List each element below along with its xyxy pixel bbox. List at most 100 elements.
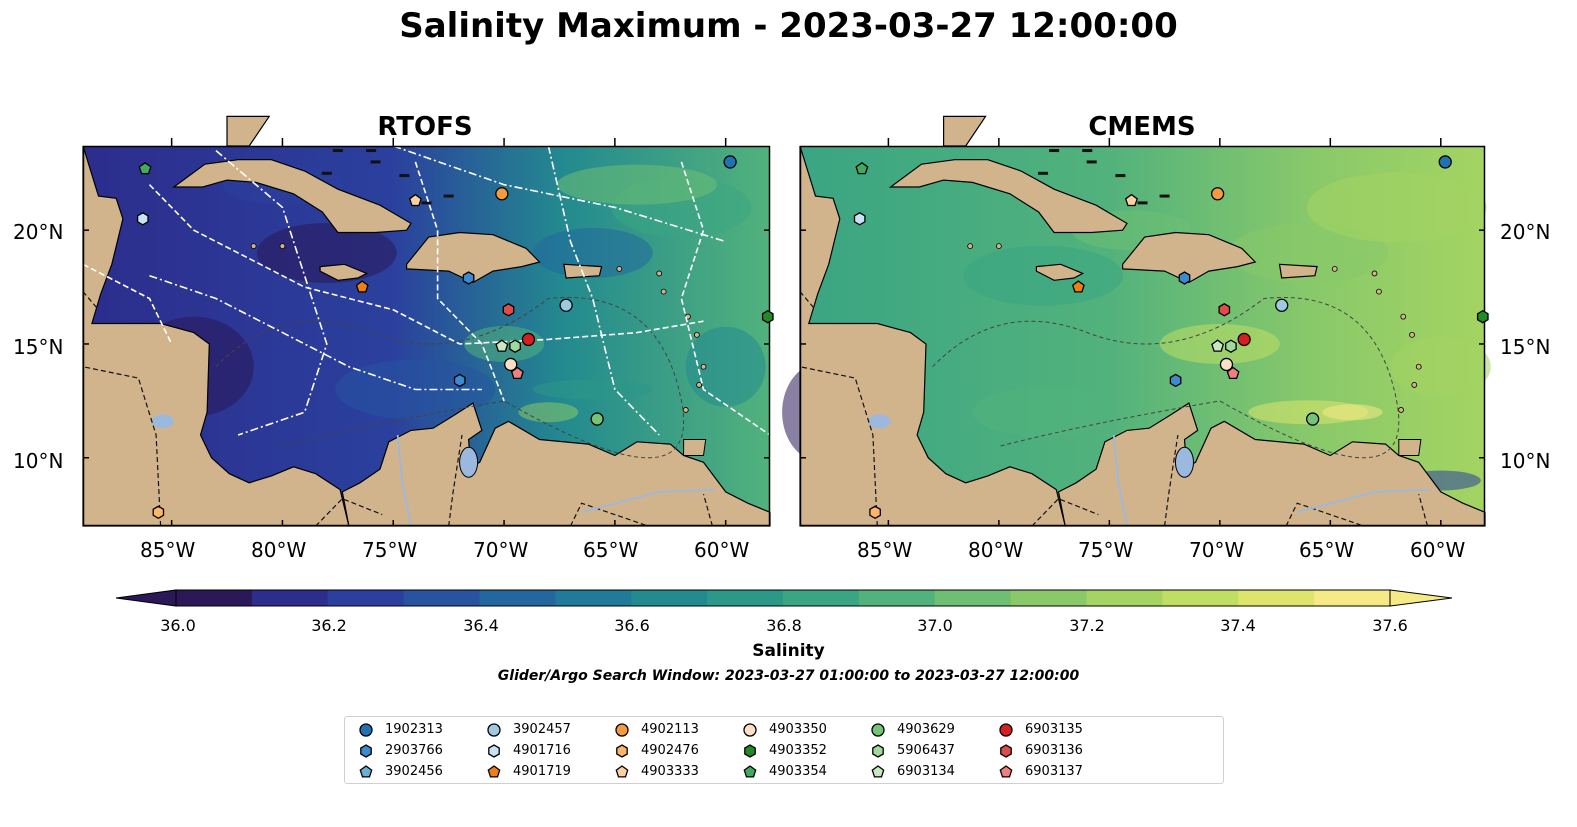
- float-marker-1902313: [1438, 155, 1452, 169]
- central-america-land: [799, 145, 1066, 527]
- country-boundary: [569, 502, 649, 527]
- salinity-feature: [685, 326, 766, 407]
- colorbar-segment: [783, 590, 860, 606]
- rtofs-map: [82, 115, 774, 527]
- float-marker-4903350: [1219, 357, 1234, 372]
- colorbar-segment: [327, 590, 405, 606]
- river: [1296, 488, 1430, 514]
- country-boundary: [702, 493, 713, 527]
- float-marker-4901719: [355, 280, 369, 293]
- bahamas-islands: [1082, 149, 1093, 153]
- island-land: [682, 407, 689, 413]
- legend-marker-icon: [359, 765, 373, 778]
- legend-marker-icon: [871, 765, 885, 778]
- island-land: [995, 243, 1002, 250]
- float-marker-4901719: [1071, 280, 1085, 293]
- legend-marker-4902476: [616, 744, 628, 758]
- colorbar-tick-37-0: 37.0: [917, 616, 953, 635]
- legend-label: 4903354: [769, 764, 827, 779]
- hispaniola-land: [1122, 231, 1257, 284]
- legend-marker-1902313: [359, 723, 373, 737]
- float-marker-4902476: [869, 505, 881, 520]
- island-land: [696, 382, 702, 388]
- lon-label-rtofs-70: 70°W: [473, 538, 529, 562]
- legend-label: 4902113: [641, 722, 699, 737]
- legend-label: 4902476: [641, 743, 699, 758]
- lon-label-rtofs-85: 85°W: [140, 538, 196, 562]
- legend-label: 6903136: [1025, 743, 1083, 758]
- lon-label-rtofs-60: 60°W: [694, 538, 750, 562]
- island-land: [1400, 313, 1407, 320]
- trinidad-land: [683, 439, 707, 456]
- legend-marker-5906437: [872, 744, 884, 758]
- legend-marker-3902456: [359, 765, 373, 778]
- float-marker-4901716: [853, 212, 866, 226]
- float-marker-4902113: [495, 187, 509, 201]
- float-marker-2903766: [1178, 271, 1191, 285]
- depth-contour-1000: [932, 297, 1400, 459]
- legend-marker-icon: [743, 723, 757, 737]
- legend-marker-icon: [1000, 744, 1012, 758]
- bahamas-islands: [399, 174, 410, 178]
- float-marker-4903354: [138, 162, 152, 175]
- legend-label: 6903137: [1025, 764, 1083, 779]
- float-marker-4903354: [855, 161, 869, 175]
- legend-label: 2903766: [385, 743, 443, 758]
- legend-label: 4903352: [769, 743, 827, 758]
- puerto-rico-land: [1278, 263, 1318, 279]
- lon-label-cmems-70: 70°W: [1189, 538, 1245, 562]
- trinidad-land: [1398, 439, 1422, 456]
- bahamas-islands: [443, 194, 454, 198]
- island-land: [1415, 363, 1422, 370]
- colorbar-tick-36-4: 36.4: [463, 616, 499, 635]
- legend-marker-2903766: [360, 744, 372, 758]
- legend-marker-icon: [616, 744, 628, 758]
- bahamas-islands: [366, 149, 377, 153]
- float-marker-2903766b: [453, 373, 466, 388]
- float-legend: 1902313 2903766 3902456 3902457 4901716 49017…: [344, 716, 1224, 784]
- country-boundary: [1031, 497, 1099, 527]
- eez-boundary: [393, 145, 726, 243]
- figure-title: Salinity Maximum - 2023-03-27 12:00:00: [399, 6, 1178, 46]
- salinity-feature: [963, 245, 1124, 306]
- florida-land: [943, 115, 987, 147]
- country-boundary: [82, 366, 162, 527]
- bahamas-islands: [1137, 201, 1148, 205]
- cuba-land: [172, 159, 412, 234]
- country-boundary: [1418, 493, 1429, 527]
- lake-maracaibo: [1174, 446, 1194, 478]
- colorbar-segment: [631, 590, 708, 606]
- salinity-feature: [532, 379, 653, 400]
- legend-marker-icon: [615, 723, 629, 737]
- legend-marker-6903134: [871, 765, 885, 778]
- search-window-caption: Glider/Argo Search Window: 2023-03-27 01…: [497, 668, 1080, 684]
- bahamas-islands: [370, 160, 381, 164]
- float-marker-3902457: [559, 298, 573, 312]
- float-marker-4903352: [761, 309, 774, 324]
- bahamas-islands: [1038, 171, 1049, 175]
- colorbar-tick-37-2: 37.2: [1069, 616, 1105, 635]
- lake-maracaibo: [459, 446, 479, 478]
- colorbar-segment: [1086, 590, 1163, 606]
- bahamas-islands: [421, 201, 432, 205]
- float-marker-3902457: [1275, 298, 1289, 312]
- float-marker-6903136: [502, 303, 515, 317]
- legend-label: 5906437: [897, 743, 955, 758]
- legend-label: 3902457: [513, 722, 571, 737]
- salinity-feature: [557, 164, 718, 205]
- float-marker-6903135: [521, 332, 536, 347]
- legend-marker-icon: [871, 723, 885, 737]
- float-marker-4902476: [152, 505, 165, 520]
- float-marker-6903134: [1211, 339, 1225, 352]
- float-marker-6903134: [495, 339, 509, 352]
- island-land: [1371, 270, 1378, 277]
- lon-label-cmems-80: 80°W: [968, 538, 1024, 562]
- bahamas-islands: [1159, 194, 1170, 198]
- float-marker-4901716: [136, 212, 149, 226]
- colorbar-segment: [403, 590, 480, 606]
- float-marker-5906437: [1225, 339, 1237, 353]
- lon-label-rtofs-75: 75°W: [362, 538, 418, 562]
- legend-marker-4903354: [743, 765, 757, 778]
- legend-marker-4903333: [615, 765, 629, 778]
- lat-label-right-20: 20°N: [1500, 220, 1551, 244]
